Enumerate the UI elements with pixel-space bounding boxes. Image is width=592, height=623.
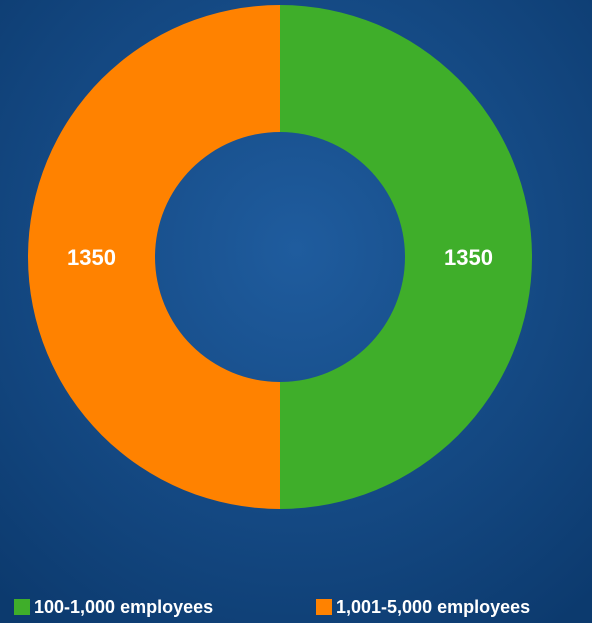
legend-swatch xyxy=(14,599,30,615)
data-label: 1350 xyxy=(67,245,116,270)
data-label: 1350 xyxy=(444,245,493,270)
legend-label: 1,001-5,000 employees xyxy=(336,597,530,617)
legend-label: 100-1,000 employees xyxy=(34,597,213,617)
donut-slice xyxy=(280,5,532,509)
donut-slice xyxy=(28,5,280,509)
legend-swatch xyxy=(316,599,332,615)
